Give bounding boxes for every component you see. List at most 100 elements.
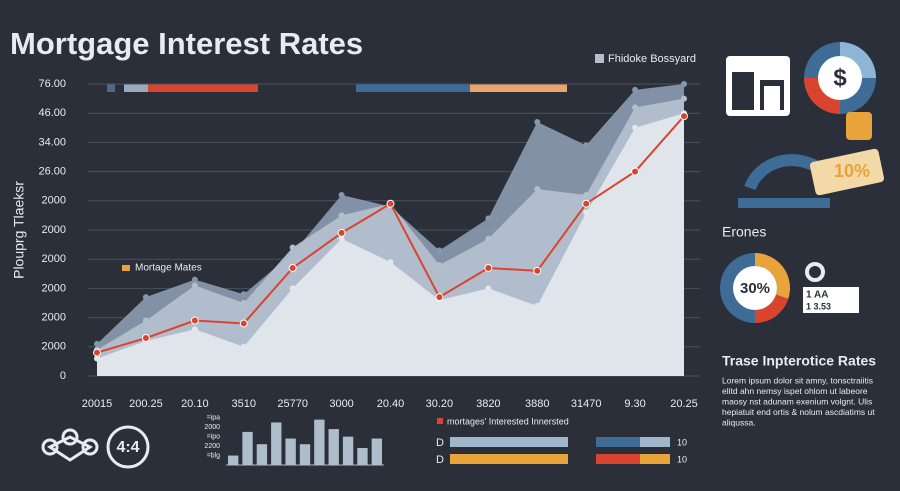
area-point: [387, 259, 394, 266]
legend-top: Fhidoke Bossyard: [608, 53, 696, 65]
bar: [342, 436, 354, 465]
line-point: [190, 316, 199, 325]
bar: [228, 455, 239, 465]
y-tick-label: 2000: [42, 253, 66, 265]
line-point: [533, 266, 542, 275]
line-point: [288, 263, 297, 272]
mini-histogram: =ipa 2000 =ipo 2200 =blg: [204, 415, 384, 466]
donut-hole: [733, 266, 777, 310]
bar: [328, 429, 339, 465]
side-heading-2: Trase Inpterotice Rates: [722, 353, 876, 369]
x-tick-label: 3000: [329, 398, 353, 410]
paragraph: Lorem ipsum dolor sit amny, tonsctraiiti…: [722, 375, 875, 427]
code-1: 1 AA: [806, 290, 828, 301]
y-tick-label: 0: [60, 370, 66, 382]
bar: [314, 419, 325, 465]
x-tick-label: 30.20: [426, 398, 454, 410]
bar: [242, 431, 253, 465]
x-tick-label: 200.25: [129, 398, 163, 410]
paragraph-line: aliqussa.: [722, 417, 756, 427]
line-point: [631, 167, 640, 176]
area-point: [534, 302, 541, 309]
area-point: [485, 285, 492, 292]
y-tick-label: 2000: [42, 195, 66, 207]
paragraph-line: hepiatuit end ortis & nolum ascdiatims u…: [722, 407, 875, 417]
bar: [371, 438, 382, 465]
area-point: [191, 276, 198, 283]
area-point: [338, 191, 345, 198]
area-point: [534, 186, 541, 193]
arrow-icon: [738, 148, 885, 208]
line-point: [337, 228, 346, 237]
area-point: [485, 235, 492, 242]
x-tick-label: 25770: [277, 398, 308, 410]
area-point: [338, 212, 345, 219]
tag-label: 10%: [834, 161, 870, 181]
area-point: [240, 343, 247, 350]
line-point: [239, 319, 248, 328]
area-point: [142, 317, 149, 324]
chart-title: Mortgage Interest Rates: [10, 26, 363, 61]
bottom-bars: [450, 437, 670, 464]
area-point: [436, 262, 443, 269]
side-heading: Erones: [722, 224, 766, 240]
x-tick-label: 20.40: [377, 398, 405, 410]
area-point: [632, 124, 639, 131]
y-tick-label: =blg: [207, 452, 221, 459]
x-tick-label: 20015: [82, 398, 113, 410]
area-point: [632, 86, 639, 93]
line-point: [582, 199, 591, 208]
paragraph-line: Lorem ipsum dolor sit amny, tonsctraiiti…: [722, 375, 873, 385]
code-box: [803, 287, 859, 313]
area-point: [191, 326, 198, 333]
line-point: [435, 293, 444, 302]
x-tick-label: 3820: [476, 398, 500, 410]
bottom-legend: mortages' Interested Innersted: [447, 416, 569, 426]
paragraph-line: maosy nst adunam exenium volgnt. Ulis: [722, 396, 872, 406]
area-point: [583, 191, 590, 198]
area-point: [338, 235, 345, 242]
bar: [357, 447, 368, 465]
x-tick-label: 20.10: [181, 398, 209, 410]
legend-swatch: [122, 265, 130, 271]
area-point: [632, 104, 639, 111]
x-tick-label: 3510: [232, 398, 256, 410]
y-tick-label: 2000: [42, 312, 66, 324]
clock-label: 4:4: [116, 439, 139, 456]
area-point: [485, 215, 492, 222]
y-tick-label: 76.00: [38, 78, 66, 90]
line-point: [680, 112, 688, 121]
gear-icon: [805, 262, 825, 282]
line-point: [141, 334, 150, 343]
main-chart: 76.00 46.00 34.00 26.00 2000 2000 2000 2000 2000…: [38, 78, 700, 410]
area-point: [94, 340, 100, 347]
y-tick-label: 2000: [204, 424, 220, 431]
bar: [256, 444, 268, 465]
x-tick-label: 20.25: [670, 398, 698, 410]
row-value: 10: [677, 437, 687, 447]
house-icon: [726, 56, 790, 116]
decor-bars: [107, 54, 604, 92]
line-point: [93, 348, 101, 357]
paragraph-line: elitd ahn nemsy ispet ohlom ut labeore: [722, 386, 868, 396]
y-tick-label: =ipa: [207, 415, 221, 422]
area-point: [240, 300, 247, 306]
area-point: [240, 291, 247, 298]
x-tick-label: 3880: [525, 398, 549, 410]
donut-label: 30%: [740, 280, 770, 297]
y-tick-label: 2200: [204, 443, 220, 450]
area-point: [583, 209, 590, 216]
y-tick-label: 34.00: [38, 136, 66, 148]
dollar-icon: [804, 42, 876, 140]
row-value: 10: [677, 454, 687, 464]
y-tick-label: =ipo: [207, 433, 221, 440]
legend-swatch: [437, 418, 443, 424]
donut-chart: 30%: [720, 253, 790, 323]
area: [97, 113, 684, 376]
y-axis-label: Plouprg Tlaeksr: [11, 181, 27, 279]
row-letter: D: [436, 454, 444, 466]
area-point: [191, 282, 198, 289]
y-tick-label: 26.00: [38, 166, 66, 178]
code-2: 1 3.53: [806, 301, 831, 311]
bar: [299, 444, 311, 465]
